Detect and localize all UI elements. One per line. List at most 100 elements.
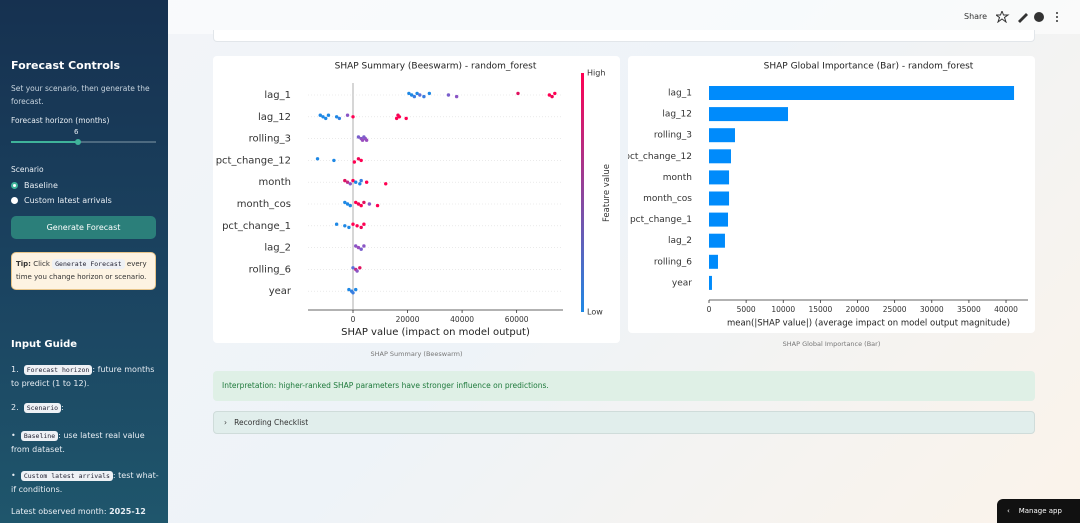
category-label: pct_change_1 xyxy=(630,215,692,225)
colorbar-high: High xyxy=(587,69,605,78)
share-button[interactable]: Share xyxy=(964,12,988,21)
colorbar xyxy=(581,73,584,312)
bar xyxy=(709,275,712,290)
guide-item: • Custom latest arrivals: test what-if c… xyxy=(11,471,159,494)
bar xyxy=(709,170,730,185)
shap-point xyxy=(412,94,417,99)
star-icon[interactable] xyxy=(996,11,1010,23)
slider-thumb[interactable] xyxy=(75,139,81,145)
shap-point xyxy=(356,157,361,161)
shap-point xyxy=(345,180,350,184)
shap-point xyxy=(362,200,366,205)
category-label: month xyxy=(259,177,291,188)
x-tick-label: 0 xyxy=(707,305,712,314)
guide-item: 1. Forecast horizon: future months to pr… xyxy=(11,365,155,388)
button-text: Generate Forecast xyxy=(46,223,121,232)
shap-point xyxy=(427,91,432,96)
info-text: Interpretation: higher-ranked SHAP param… xyxy=(222,381,549,390)
x-tick-label: 60000 xyxy=(505,315,529,324)
shap-point xyxy=(397,115,402,119)
shap-point xyxy=(348,203,352,208)
shap-point xyxy=(343,178,347,183)
shap-point xyxy=(332,158,336,163)
guide-text: : use latest real value from dataset. xyxy=(11,431,145,454)
category-label: rolling_3 xyxy=(654,131,692,141)
slider-label: Forecast horizon (months) xyxy=(11,116,110,125)
shap-point xyxy=(409,93,414,97)
x-tick-label: 0 xyxy=(351,315,356,324)
chart-title: SHAP Global Importance (Bar) - random_fo… xyxy=(764,62,974,72)
category-label: lag_2 xyxy=(668,236,692,246)
shap-point xyxy=(359,203,363,208)
shap-point xyxy=(547,93,552,97)
shap-point xyxy=(359,247,363,251)
shap-point xyxy=(422,94,426,99)
slider-value: 6 xyxy=(74,128,79,136)
shap-point xyxy=(351,266,355,270)
guide-item: • Baseline: use latest real value from d… xyxy=(11,431,145,454)
menu-icon[interactable] xyxy=(1056,12,1058,14)
shap-point xyxy=(404,116,408,121)
slider-fill xyxy=(11,141,77,143)
sidebar-title: Forecast Controls xyxy=(11,59,121,72)
guide-title: Input Guide xyxy=(11,339,78,350)
shap-point xyxy=(356,202,361,206)
tip-box: Tip: Click Generate Forecast every time … xyxy=(11,252,156,290)
radio-option[interactable]: Custom latest arrivals xyxy=(11,196,112,205)
chart-panel: SHAP Global Importance (Bar) - random_fo… xyxy=(624,56,1035,333)
guide-text: : future months to predict (1 to 12). xyxy=(11,365,155,388)
x-tick-label: 35000 xyxy=(957,305,981,314)
table-fragment xyxy=(213,30,1035,42)
shap-point xyxy=(360,138,365,142)
shap-point xyxy=(334,222,339,226)
shap-point xyxy=(415,91,419,96)
shap-point xyxy=(384,182,388,186)
generate-button[interactable]: Generate Forecast xyxy=(11,216,156,239)
inline-code: Scenario xyxy=(23,403,62,413)
bar xyxy=(709,128,735,143)
shap-point xyxy=(359,158,363,163)
shap-point xyxy=(446,93,451,97)
category-label: month_cos xyxy=(237,199,291,210)
chart-caption: SHAP Global Importance (Bar) xyxy=(782,340,881,348)
guide-text: : xyxy=(61,403,64,412)
radio-option[interactable]: Baseline xyxy=(11,181,58,190)
shap-point xyxy=(321,115,325,119)
bar xyxy=(709,107,789,122)
shap-point xyxy=(354,180,358,184)
category-label: rolling_6 xyxy=(654,257,692,267)
shap-point xyxy=(343,224,347,228)
tip-text: Click xyxy=(33,260,50,268)
x-tick-label: 20000 xyxy=(396,315,420,324)
bar xyxy=(709,86,1015,100)
shap-point xyxy=(407,91,411,96)
colorbar-low: Low xyxy=(587,308,603,317)
radio-text: Custom latest arrivals xyxy=(24,196,112,205)
sidebar: Forecast Controls Set your scenario, the… xyxy=(0,0,168,523)
shap-point xyxy=(362,244,366,248)
shap-point xyxy=(367,202,372,206)
tip-lead: Tip: xyxy=(16,260,31,268)
shap-point xyxy=(345,202,350,206)
github-icon[interactable] xyxy=(1034,12,1044,22)
x-axis-label: mean(|SHAP value|) (average impact on mo… xyxy=(727,319,1010,329)
slider-track[interactable] xyxy=(11,141,156,143)
chart: SHAP Summary (Beeswarm) - random_forestl… xyxy=(216,62,612,339)
tip-text: every time you change horizon or scenari… xyxy=(16,260,147,281)
latest-month: Latest observed month: 2025-12 xyxy=(11,507,146,516)
radio-label: Scenario xyxy=(11,165,44,174)
bar xyxy=(709,212,729,227)
expander[interactable]: › Recording Checklist xyxy=(213,411,1035,434)
shap-point xyxy=(354,244,358,248)
shap-point xyxy=(343,200,347,205)
info-box: Interpretation: higher-ranked SHAP param… xyxy=(213,371,1035,401)
category-label: pct_change_12 xyxy=(628,152,692,162)
shap-point xyxy=(351,222,355,226)
manage-app-button[interactable]: ‹ Manage app xyxy=(997,499,1080,523)
edit-icon[interactable] xyxy=(1018,13,1028,23)
latest-label: Latest observed month: xyxy=(11,507,107,516)
shap-point xyxy=(326,113,331,117)
shap-point xyxy=(351,178,355,183)
